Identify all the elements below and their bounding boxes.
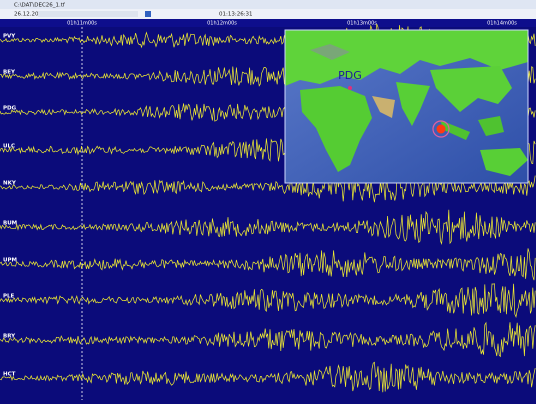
toolbar-buttons[interactable] — [38, 11, 138, 17]
epicenter — [436, 124, 446, 134]
waveform — [0, 361, 536, 393]
time-label: 01h12m00s — [207, 21, 237, 27]
waveform — [0, 283, 536, 318]
timeline-bar — [0, 19, 536, 27]
save-button[interactable] — [145, 11, 151, 17]
time-label: 01h13m00s — [347, 21, 377, 27]
waveform — [0, 248, 536, 281]
waveform — [0, 209, 536, 245]
map-inset — [285, 30, 528, 183]
station-label: HCT — [3, 372, 16, 378]
station-label: UPM — [3, 258, 17, 264]
station-label: NKY — [3, 181, 17, 187]
toolbar-date[interactable]: 26.12.2004 — [14, 12, 46, 18]
epicenter-ring — [432, 120, 450, 138]
time-label: 01h11m00s — [67, 21, 97, 27]
station-marker — [348, 86, 352, 90]
map-frame — [284, 29, 529, 184]
map-label: PDG — [338, 69, 362, 82]
time-label: 01h14m00s — [487, 21, 517, 27]
waveform — [0, 321, 536, 358]
station-label: PDG — [3, 106, 17, 112]
station-label: BUM — [3, 221, 17, 227]
toolbar — [0, 9, 536, 19]
window-title: C:\DAT\DEC26_1.tf — [14, 3, 66, 9]
title-bar — [0, 0, 536, 9]
station-label: BEY — [3, 70, 16, 76]
waveform — [0, 171, 536, 203]
toolbar-time[interactable]: 01:13:26:31 — [219, 12, 253, 18]
station-label: PLE — [3, 294, 15, 300]
station-label: BRY — [3, 334, 16, 340]
station-label: PVY — [3, 34, 16, 40]
station-label: ULC — [3, 144, 15, 150]
